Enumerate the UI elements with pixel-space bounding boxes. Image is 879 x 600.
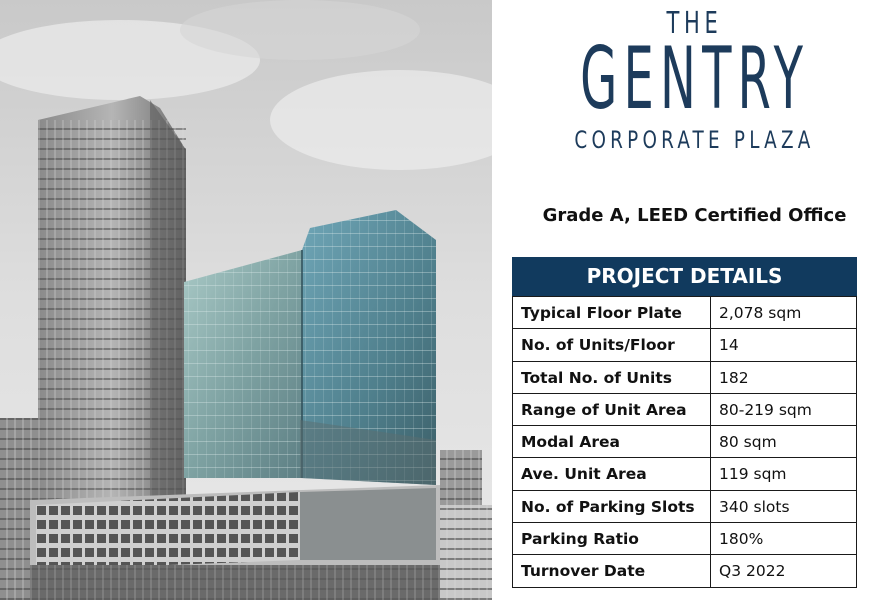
details-row: No. of Units/Floor 14 xyxy=(512,329,857,362)
details-label: Total No. of Units xyxy=(512,361,711,394)
details-label: No. of Parking Slots xyxy=(512,490,711,524)
details-value: 80 sqm xyxy=(711,426,857,459)
building-rendering-image xyxy=(0,0,492,600)
details-row: No. of Parking Slots 340 slots xyxy=(512,490,857,524)
details-label: Turnover Date xyxy=(512,555,711,588)
project-details-header: PROJECT DETAILS xyxy=(512,257,857,296)
details-value: 182 xyxy=(711,361,857,394)
details-row: Typical Floor Plate 2,078 sqm xyxy=(512,297,857,330)
details-row: Turnover Date Q3 2022 xyxy=(512,555,857,588)
details-label: Range of Unit Area xyxy=(512,393,711,427)
logo-the-text: THE xyxy=(666,6,723,41)
project-details-table: PROJECT DETAILS Typical Floor Plate 2,07… xyxy=(512,257,857,588)
details-value: 180% xyxy=(711,523,857,556)
logo-corporate-plaza-text: CORPORATE PLAZA xyxy=(574,126,815,154)
details-row: Modal Area 80 sqm xyxy=(512,426,857,459)
tagline: Grade A, LEED Certified Office xyxy=(542,205,847,226)
details-row: Total No. of Units 182 xyxy=(512,361,857,394)
details-label: Parking Ratio xyxy=(512,523,711,556)
details-value: 14 xyxy=(711,329,857,362)
details-label: Typical Floor Plate xyxy=(512,297,711,330)
logo-gentry-text: GENTRY xyxy=(580,29,810,129)
details-row: Parking Ratio 180% xyxy=(512,523,857,556)
project-details-rows: Typical Floor Plate 2,078 sqm No. of Uni… xyxy=(512,296,857,588)
details-label: Modal Area xyxy=(512,426,711,459)
details-value: 340 slots xyxy=(711,490,857,524)
details-value: 80-219 sqm xyxy=(711,393,857,427)
details-value: Q3 2022 xyxy=(711,555,857,588)
details-label: Ave. Unit Area xyxy=(512,458,711,491)
details-label: No. of Units/Floor xyxy=(512,329,711,362)
details-row: Ave. Unit Area 119 sqm xyxy=(512,458,857,491)
details-value: 2,078 sqm xyxy=(711,297,857,330)
details-value: 119 sqm xyxy=(711,458,857,491)
details-row: Range of Unit Area 80-219 sqm xyxy=(512,393,857,427)
